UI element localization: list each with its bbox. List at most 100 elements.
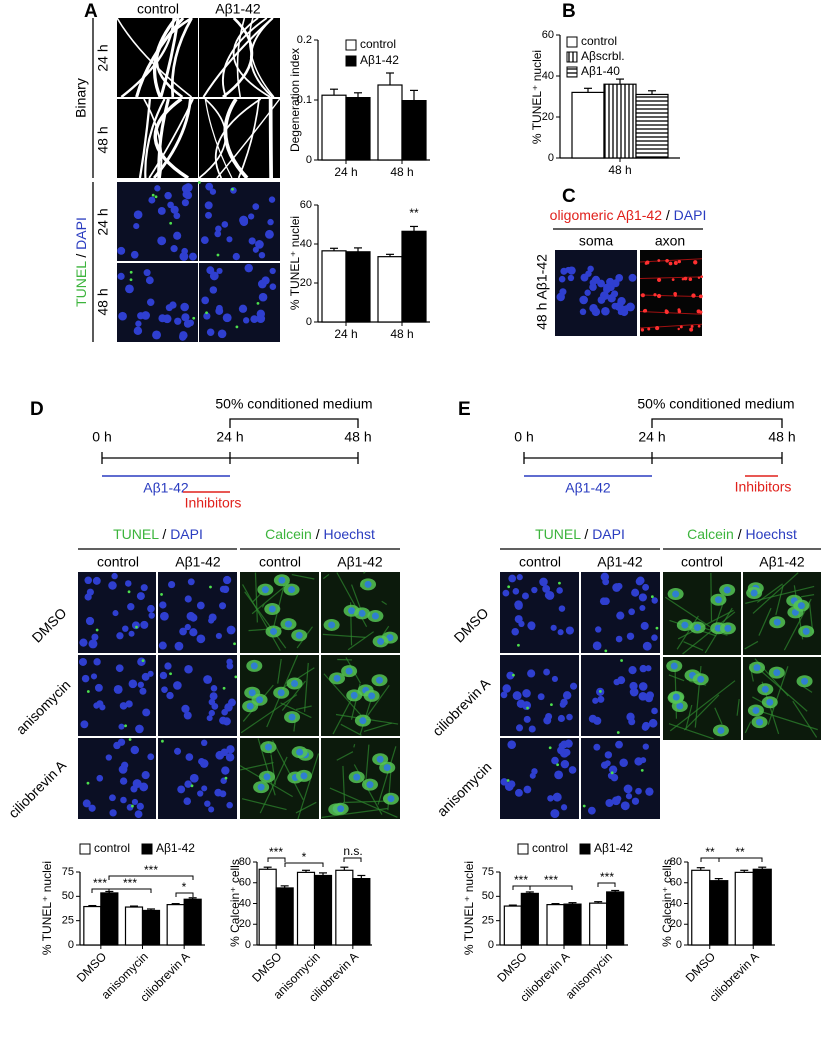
neurite [198,98,227,179]
tunel-spot [205,311,208,315]
tunel-spot [124,724,127,728]
bar [124,906,144,946]
nucleus [139,687,147,695]
stain-label: TUNEL / DAPI [73,217,89,307]
nucleus [616,611,625,620]
nucleus [208,806,215,813]
axon-line [639,276,703,279]
nucleus [137,657,146,666]
nucleus [185,753,194,761]
nucleus [181,199,189,207]
legend-swatch [345,55,357,67]
time-label: 0 h [514,429,533,445]
tunel-spot [235,325,239,329]
nucleus [589,304,598,313]
significance-label: *** [544,873,558,887]
oligomer-spot [642,309,647,313]
treatment-label: Aβ1-42 [565,480,611,496]
nucleus [628,718,636,726]
nucleus [209,286,218,294]
nucleus [174,641,184,651]
neurite [714,707,723,725]
nucleus [544,591,552,599]
tunel-spot [86,781,90,785]
legend-label: Aβscrbl. [581,49,625,63]
oligomer-spot [691,293,696,298]
y-tick-label: 0 [306,154,312,166]
nucleus [521,592,529,600]
nucleus [597,296,606,304]
nucleus [160,611,169,621]
nucleus [567,274,575,282]
neurite [668,723,714,740]
nucleus [376,755,384,763]
nucleus [552,792,562,802]
tunel-spot [169,672,172,676]
neurite [116,17,193,98]
nucleus [183,797,192,805]
nucleus [208,709,215,717]
nucleus [78,657,88,666]
neurite [241,798,287,811]
tunel-spot [216,253,220,257]
oligomer-spot [677,327,680,331]
stain: DAPI [170,526,203,542]
row-label: DMSO [29,604,70,645]
legend-swatch [566,66,578,78]
neurite [802,686,813,693]
x-tick-label: anisomycin [563,949,615,1001]
nucleus [371,612,379,620]
neurite [759,669,808,712]
row-label: 48 h Aβ1-42 [534,254,550,330]
nucleus [522,689,531,698]
tunel-spot [131,804,134,808]
nucleus [141,770,150,780]
column-label: Aβ1-42 [597,554,643,570]
neurite [236,17,246,98]
nucleus [801,677,809,685]
neurite [363,571,366,574]
bar [603,83,637,159]
neurite [665,596,711,628]
tunel-spot [507,585,511,589]
neurite [148,98,194,179]
tunel-spot [548,746,552,750]
tunel-spot [506,779,510,782]
y-tick-label: 50 [482,890,494,902]
bar [275,887,294,946]
tunel-spot [517,643,520,647]
y-tick-label: 60 [670,877,682,889]
nucleus [174,317,182,325]
nucleus [507,780,516,788]
nucleus [542,584,551,593]
nucleus [248,237,256,245]
legend-label: Aβ1-42 [156,841,195,855]
nucleus [82,799,91,808]
row-label: anisomycin [13,677,74,738]
row-label: ciliobrevin A [429,675,494,740]
oligomer-spot [640,293,645,298]
nucleus [587,806,596,815]
nucleus [200,236,209,245]
oligomer-spot [673,261,678,266]
nucleus [642,721,650,730]
column-label: control [519,554,561,570]
stain: DAPI [73,217,89,250]
micrographs [78,16,821,820]
nucleus [208,617,215,624]
nucleus [620,801,630,811]
nucleus [139,782,149,792]
tunel-spot [141,659,145,662]
y-axis-label: % TUNEL⁺ nuclei [462,861,476,955]
nucleus [714,596,722,604]
nucleus [244,263,253,273]
nucleus [152,330,162,340]
neurite [363,684,390,721]
nucleus [256,314,266,323]
neurite [682,611,736,655]
nucleus [607,772,615,780]
nucleus [204,800,211,807]
stain-label: TUNEL / DAPI [113,526,203,542]
neurite [303,662,309,712]
nucleus [219,790,227,798]
